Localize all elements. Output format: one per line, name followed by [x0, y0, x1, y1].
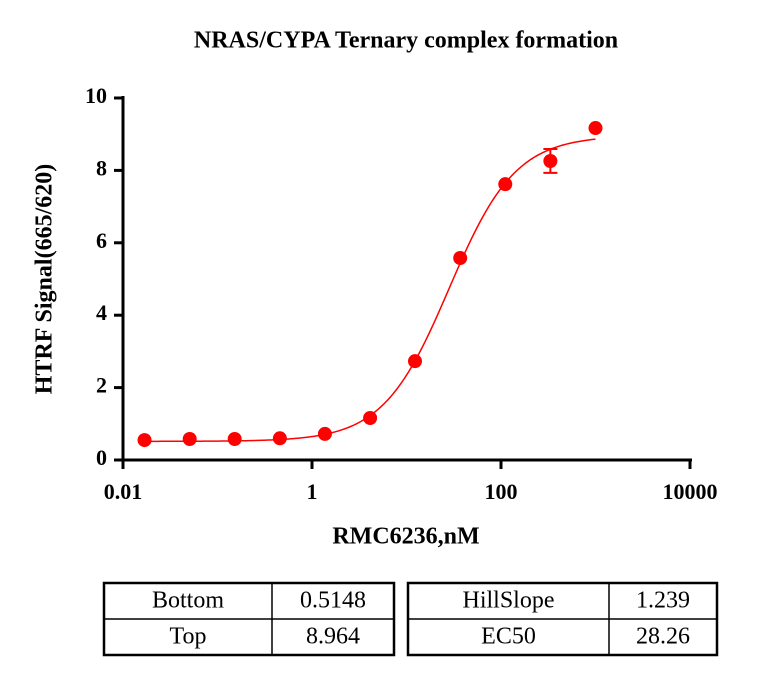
x-tick-label: 10000 — [663, 479, 718, 504]
y-tick-label: 0 — [96, 445, 107, 470]
table-cell: Bottom — [152, 588, 224, 614]
y-tick-label: 2 — [96, 373, 107, 398]
chart-title: NRAS/CYPA Ternary complex formation — [194, 28, 618, 54]
table-cell: 8.964 — [306, 624, 360, 650]
x-axis-label: RMC6236,nM — [332, 524, 479, 550]
data-point — [453, 251, 468, 266]
table-cell: 1.239 — [636, 588, 690, 614]
y-axis-label: HTRF Signal(665/620) — [32, 164, 58, 394]
data-point — [182, 432, 197, 447]
fit-curve — [144, 138, 596, 443]
table-cell: EC50 — [481, 624, 536, 650]
table-cell: 0.5148 — [300, 588, 366, 614]
data-point — [588, 121, 603, 136]
table-cell: 28.26 — [636, 624, 690, 650]
y-tick-label: 6 — [96, 228, 107, 253]
data-point — [272, 431, 287, 446]
y-tick-label: 8 — [96, 155, 107, 180]
data-point — [137, 433, 152, 448]
table-cell: Top — [170, 624, 207, 650]
x-tick-label: 1 — [307, 479, 318, 504]
data-point — [227, 432, 242, 447]
data-point — [498, 177, 513, 192]
x-tick-label: 100 — [485, 479, 518, 504]
table-cell: HillSlope — [462, 588, 554, 614]
data-point — [543, 153, 558, 168]
y-tick-label: 4 — [96, 300, 107, 325]
data-point — [317, 426, 332, 441]
data-point — [363, 411, 378, 426]
data-point — [407, 354, 422, 369]
x-tick-label: 0.01 — [104, 479, 143, 504]
y-tick-label: 10 — [85, 83, 107, 108]
